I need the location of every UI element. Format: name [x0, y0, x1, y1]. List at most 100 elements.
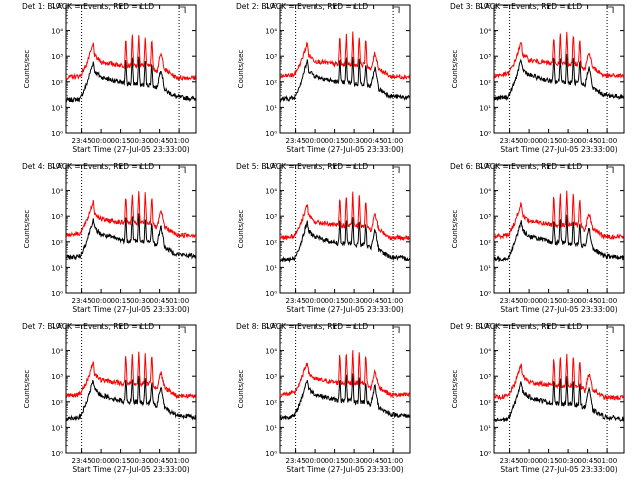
panel-title: Det 6: BLACK = Events, RED = LLD: [450, 162, 582, 171]
y-tick-label: 10³: [51, 213, 63, 221]
y-tick-label: 10³: [479, 53, 491, 61]
x-axis-label: Start Time (27-Jul-05 23:33:00): [286, 305, 403, 314]
y-tick-label: 10⁵: [51, 2, 63, 10]
x-tick-label: 00:45: [578, 297, 598, 305]
plot-frame: [279, 324, 411, 454]
x-tick-label: 00:15: [111, 137, 131, 145]
y-tick-label: 10⁰: [51, 130, 63, 138]
x-tick-label: 00:45: [578, 137, 598, 145]
y-axis-label: Counts/sec: [237, 210, 245, 249]
y-tick-label: 10⁵: [51, 162, 63, 170]
panel-det-5: Det 5: BLACK = Events, RED = LLD 10⁰ 10¹ 10…: [236, 162, 411, 314]
lld-series-line: [279, 350, 411, 399]
x-tick-label: 23:45: [72, 297, 92, 305]
panel-title: Det 7: BLACK = Events, RED = LLD: [22, 322, 154, 331]
bracket-mark: [394, 326, 400, 333]
y-tick-label: 10¹: [51, 424, 63, 432]
x-tick-label: 00:30: [130, 457, 150, 465]
y-tick-label: 10¹: [265, 264, 277, 272]
y-tick-label: 10¹: [479, 264, 491, 272]
x-tick-label: 01:00: [597, 297, 617, 305]
lld-series-line: [279, 31, 411, 81]
panel-det-7: Det 7: BLACK = Events, RED = LLD 10⁰ 10¹ 10…: [22, 322, 197, 474]
x-tick-label: 00:00: [305, 137, 325, 145]
x-tick-label: 00:15: [539, 297, 559, 305]
events-series-line: [279, 56, 411, 104]
x-tick-label: 00:00: [519, 457, 539, 465]
y-axis-label: Counts/sec: [237, 50, 245, 89]
y-tick-label: 10⁴: [479, 28, 491, 36]
y-axis-label: Counts/sec: [23, 210, 31, 249]
x-tick-label: 23:45: [286, 297, 306, 305]
y-tick-label: 10¹: [479, 424, 491, 432]
y-tick-label: 10³: [479, 373, 491, 381]
y-tick-label: 10³: [51, 373, 63, 381]
x-tick-label: 00:30: [130, 137, 150, 145]
y-tick-label: 10²: [51, 79, 63, 87]
x-tick-label: 00:00: [91, 297, 111, 305]
y-tick-label: 10⁰: [51, 450, 63, 458]
x-tick-label: 23:45: [500, 457, 520, 465]
y-axis-label: Counts/sec: [451, 210, 459, 249]
x-tick-label: 00:30: [344, 297, 364, 305]
events-series-line: [493, 376, 625, 423]
x-tick-label: 01:00: [169, 137, 189, 145]
x-tick-label: 00:45: [364, 137, 384, 145]
x-tick-label: 00:45: [364, 297, 384, 305]
y-tick-label: 10²: [265, 79, 277, 87]
y-tick-label: 10⁰: [265, 450, 277, 458]
panel-title: Det 3: BLACK = Events, RED = LLD: [450, 2, 582, 11]
x-tick-label: 23:45: [72, 457, 92, 465]
y-axis-label: Counts/sec: [23, 370, 31, 409]
x-tick-label: 00:15: [539, 137, 559, 145]
events-series-line: [279, 217, 411, 264]
y-tick-label: 10⁴: [51, 188, 63, 196]
bracket-mark: [394, 6, 400, 13]
y-tick-label: 10¹: [479, 104, 491, 112]
events-series-line: [65, 375, 197, 422]
plot-frame: [279, 164, 411, 294]
x-tick-label: 00:30: [130, 297, 150, 305]
x-tick-label: 00:15: [325, 457, 345, 465]
y-tick-label: 10²: [265, 399, 277, 407]
bracket-mark: [180, 326, 186, 333]
y-tick-label: 10⁵: [479, 322, 491, 330]
panel-title: Det 1: BLACK = Events, RED = LLD: [22, 2, 154, 11]
plot-frame: [65, 324, 197, 454]
x-tick-label: 01:00: [169, 457, 189, 465]
bracket-mark: [608, 166, 614, 173]
y-axis-label: Counts/sec: [237, 370, 245, 409]
plot-frame: [65, 4, 197, 134]
x-tick-label: 00:00: [305, 457, 325, 465]
y-tick-label: 10⁰: [51, 290, 63, 298]
x-tick-label: 00:45: [150, 137, 170, 145]
lld-series-line: [279, 191, 410, 241]
x-tick-label: 01:00: [383, 297, 403, 305]
x-tick-label: 00:30: [344, 457, 364, 465]
lld-series-line: [493, 353, 625, 401]
plot-frame: [493, 324, 625, 454]
x-tick-label: 00:30: [558, 297, 578, 305]
panel-title: Det 4: BLACK = Events, RED = LLD: [22, 162, 154, 171]
y-tick-label: 10⁴: [265, 188, 277, 196]
lld-series-line: [493, 190, 625, 240]
events-series-line: [279, 373, 411, 421]
x-tick-label: 00:15: [325, 137, 345, 145]
y-tick-label: 10¹: [51, 264, 63, 272]
x-tick-label: 23:45: [500, 297, 520, 305]
plot-frame: [493, 164, 625, 294]
bracket-mark: [180, 6, 186, 13]
x-tick-label: 00:15: [111, 457, 131, 465]
panel-det-3: Det 3: BLACK = Events, RED = LLD 10⁰ 10¹ 10…: [450, 2, 625, 154]
y-tick-label: 10⁴: [479, 348, 491, 356]
bracket-mark: [180, 166, 186, 173]
events-series-line: [65, 213, 197, 261]
plot-frame: [65, 164, 197, 294]
y-axis-label: Counts/sec: [451, 370, 459, 409]
x-axis-label: Start Time (27-Jul-05 23:33:00): [72, 305, 189, 314]
panel-title: Det 5: BLACK = Events, RED = LLD: [236, 162, 368, 171]
y-tick-label: 10²: [51, 399, 63, 407]
panel-det-1: Det 1: BLACK = Events, RED = LLD 10⁰ 10¹ 10…: [22, 2, 197, 154]
x-tick-label: 23:45: [286, 137, 306, 145]
